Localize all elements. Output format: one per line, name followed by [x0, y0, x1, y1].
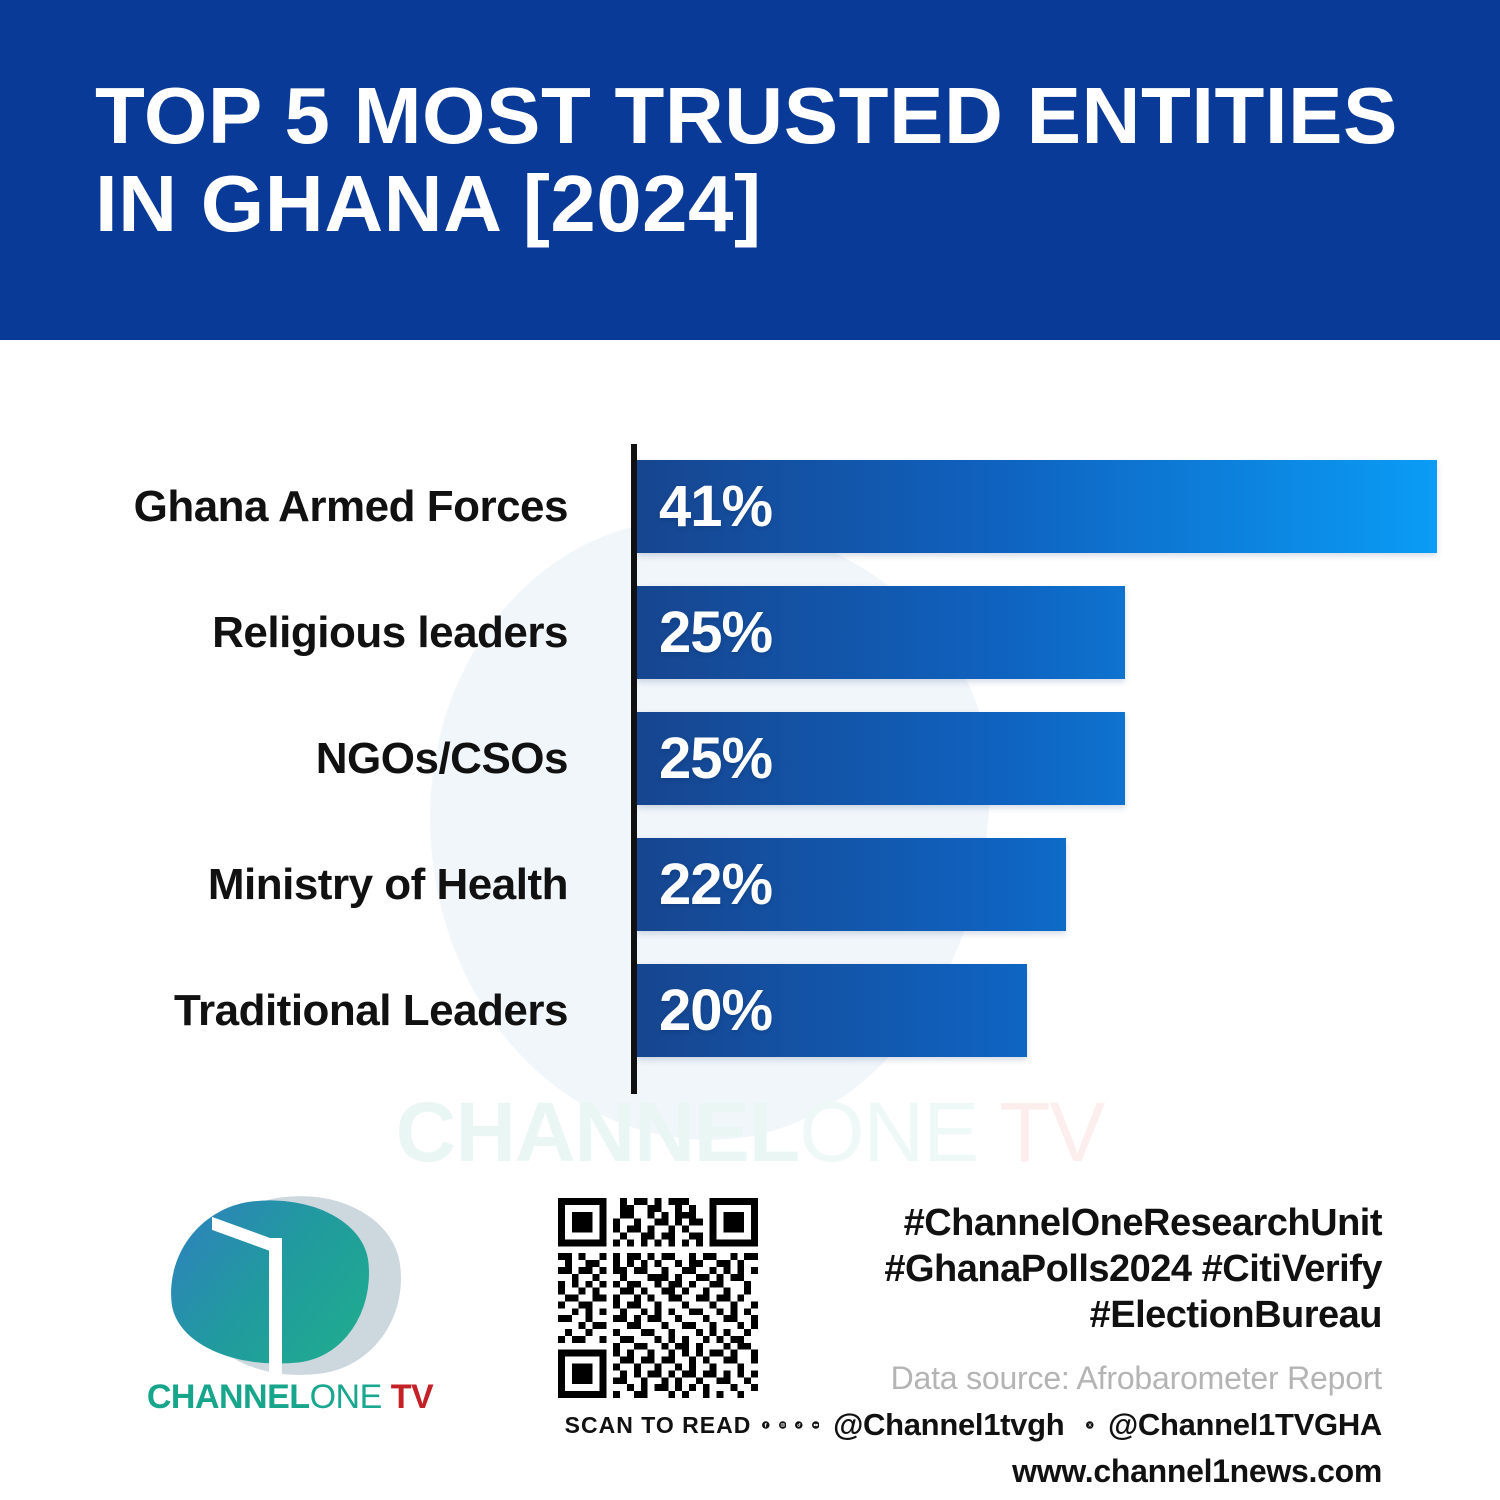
chart-row: Ministry of Health 22%: [0, 838, 1500, 931]
bar-traditional-leaders: 20%: [637, 964, 1027, 1057]
logo-numeral-one: [212, 1216, 282, 1378]
instagram-icon[interactable]: [778, 1410, 787, 1440]
facebook-icon[interactable]: [761, 1410, 770, 1440]
chart-row: Religious leaders 25%: [0, 586, 1500, 679]
bar-value-label: 22%: [659, 852, 773, 917]
bar-religious-leaders: 25%: [637, 586, 1125, 679]
qr-code-image[interactable]: [558, 1198, 758, 1398]
tiktok-icon[interactable]: [795, 1410, 803, 1440]
bar-chart: Ghana Armed Forces 41% Religious leaders…: [0, 430, 1500, 1110]
bar-ghana-armed-forces: 41%: [637, 460, 1437, 553]
chart-row: Ghana Armed Forces 41%: [0, 460, 1500, 553]
social-handle[interactable]: @Channel1tvgh: [833, 1407, 1065, 1442]
chart-row: NGOs/CSOs 25%: [0, 712, 1500, 805]
x-twitter-icon[interactable]: [1086, 1410, 1094, 1440]
logo-word-tv: TV: [381, 1378, 434, 1416]
bar-value-label: 20%: [659, 978, 773, 1043]
bar-ministry-of-health: 22%: [637, 838, 1066, 931]
category-label: Traditional Leaders: [174, 985, 568, 1035]
header-banner: TOP 5 MOST TRUSTED ENTITIES IN GHANA [20…: [0, 0, 1500, 340]
category-label: Religious leaders: [212, 607, 568, 657]
data-source-note: Data source: Afrobarometer Report: [890, 1360, 1383, 1396]
bar-value-label: 41%: [659, 474, 773, 539]
bar-ngos-csos: 25%: [637, 712, 1125, 805]
footer: CHANNELONE TV: [0, 1180, 1500, 1500]
youtube-icon[interactable]: [811, 1410, 820, 1440]
logo-one-stem: [269, 1238, 282, 1378]
channelone-logo: CHANNELONE TV: [120, 1182, 460, 1440]
chart-row: Traditional Leaders 20%: [0, 964, 1500, 1057]
logo-word-one: ONE: [309, 1378, 383, 1416]
hashtags: #ChannelOneResearchUnit #GhanaPolls2024 …: [884, 1202, 1382, 1336]
category-label: Ghana Armed Forces: [133, 481, 569, 531]
chart-axis-line: [631, 444, 637, 1094]
bar-value-label: 25%: [659, 726, 773, 791]
bar-value-label: 25%: [659, 600, 773, 665]
qr-caption: SCAN TO READ: [564, 1412, 752, 1438]
category-label: NGOs/CSOs: [315, 733, 569, 783]
qr-code-block[interactable]: SCAN TO READ: [548, 1198, 768, 1439]
meta-block: #ChannelOneResearchUnit #GhanaPolls2024 …: [761, 1200, 1383, 1490]
website-url[interactable]: www.channel1news.com: [1012, 1453, 1382, 1489]
page-title: TOP 5 MOST TRUSTED ENTITIES IN GHANA [20…: [95, 71, 1398, 248]
social-links-row: @Channel1tvgh @Channel1TVGHA: [761, 1407, 1382, 1443]
category-label: Ministry of Health: [207, 859, 569, 909]
logo-wordmark: CHANNELONE TV: [120, 1378, 460, 1417]
x-handle[interactable]: @Channel1TVGHA: [1107, 1407, 1382, 1442]
logo-word-channel: CHANNEL: [146, 1378, 310, 1416]
